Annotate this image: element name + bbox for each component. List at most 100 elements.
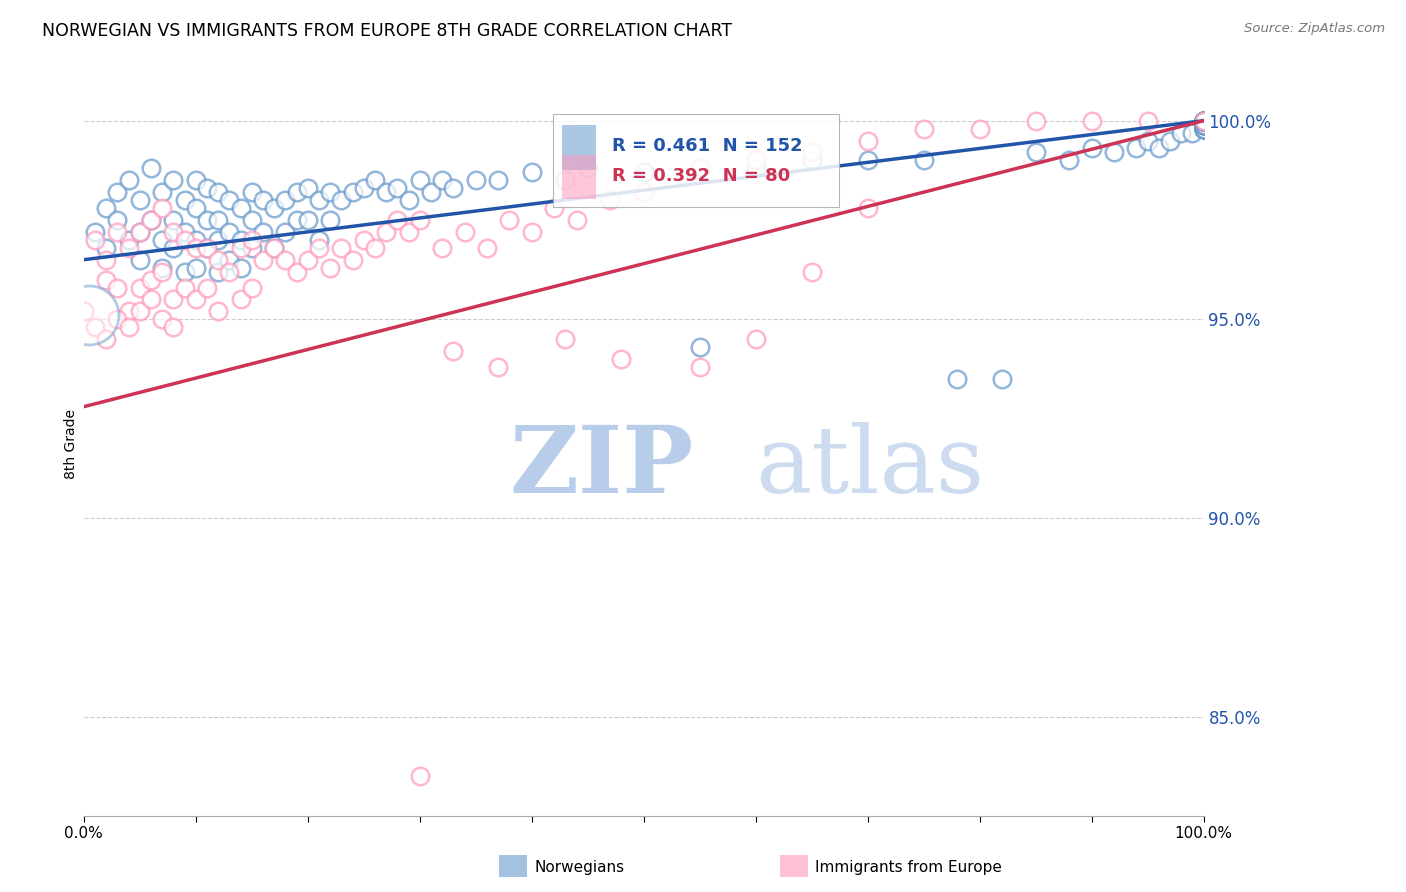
Point — [218, 252, 240, 267]
Point — [633, 165, 655, 179]
Point — [419, 185, 441, 199]
Point — [387, 181, 409, 195]
Point — [1125, 141, 1147, 155]
Point — [1192, 113, 1215, 128]
Point — [1080, 141, 1102, 155]
Point — [96, 201, 118, 215]
Point — [1192, 113, 1215, 128]
Point — [1136, 113, 1159, 128]
Point — [1192, 113, 1215, 128]
Point — [184, 201, 207, 215]
Point — [285, 265, 308, 279]
Point — [308, 233, 330, 247]
Point — [1192, 113, 1215, 128]
Point — [319, 185, 342, 199]
Point — [173, 193, 195, 207]
Point — [150, 312, 173, 326]
Point — [73, 304, 96, 318]
Point — [308, 241, 330, 255]
FancyBboxPatch shape — [553, 114, 838, 207]
Point — [800, 265, 823, 279]
Point — [1192, 118, 1215, 132]
Point — [441, 344, 464, 359]
Point — [308, 193, 330, 207]
Point — [744, 332, 766, 346]
Point — [84, 233, 107, 247]
Point — [1192, 113, 1215, 128]
Point — [430, 241, 453, 255]
Point — [1192, 113, 1215, 128]
Point — [1192, 113, 1215, 128]
Point — [1192, 113, 1215, 128]
Point — [285, 213, 308, 227]
Point — [117, 173, 139, 187]
Point — [117, 320, 139, 334]
Point — [229, 233, 252, 247]
Point — [633, 185, 655, 199]
Point — [229, 293, 252, 307]
Point — [173, 280, 195, 294]
Point — [1192, 113, 1215, 128]
Point — [1192, 113, 1215, 128]
Point — [856, 134, 879, 148]
Point — [409, 769, 432, 783]
Point — [1192, 121, 1215, 136]
Point — [252, 252, 274, 267]
Point — [84, 225, 107, 239]
Point — [1192, 113, 1215, 128]
Point — [565, 213, 588, 227]
Point — [1192, 113, 1215, 128]
Point — [128, 280, 150, 294]
Point — [969, 121, 991, 136]
Point — [1192, 118, 1215, 132]
Point — [689, 161, 711, 176]
Point — [353, 181, 375, 195]
Point — [207, 252, 229, 267]
Point — [1192, 121, 1215, 136]
Point — [409, 213, 432, 227]
Point — [96, 272, 118, 286]
Point — [128, 252, 150, 267]
Point — [689, 359, 711, 374]
Point — [150, 265, 173, 279]
Point — [184, 293, 207, 307]
Point — [1192, 118, 1215, 132]
Point — [1192, 113, 1215, 128]
Point — [162, 320, 184, 334]
Point — [1192, 113, 1215, 128]
Point — [173, 233, 195, 247]
Point — [387, 213, 409, 227]
Point — [1192, 113, 1215, 128]
Point — [207, 213, 229, 227]
Point — [128, 193, 150, 207]
Point — [1192, 118, 1215, 132]
Point — [195, 280, 218, 294]
Point — [1170, 126, 1192, 140]
Point — [96, 241, 118, 255]
Point — [105, 185, 128, 199]
Point — [554, 173, 576, 187]
Point — [1192, 113, 1215, 128]
Point — [139, 293, 162, 307]
Point — [274, 225, 297, 239]
Point — [1192, 113, 1215, 128]
Point — [96, 332, 118, 346]
Point — [599, 193, 621, 207]
Point — [1192, 113, 1215, 128]
Point — [105, 225, 128, 239]
Point — [1192, 121, 1215, 136]
Point — [1192, 118, 1215, 132]
Point — [1192, 113, 1215, 128]
Point — [398, 225, 420, 239]
Point — [207, 185, 229, 199]
Point — [744, 153, 766, 168]
Point — [543, 201, 565, 215]
Point — [520, 225, 543, 239]
Point — [162, 225, 184, 239]
Point — [195, 241, 218, 255]
Point — [1147, 141, 1170, 155]
Text: NORWEGIAN VS IMMIGRANTS FROM EUROPE 8TH GRADE CORRELATION CHART: NORWEGIAN VS IMMIGRANTS FROM EUROPE 8TH … — [42, 22, 733, 40]
Point — [240, 280, 263, 294]
Point — [84, 320, 107, 334]
Text: atlas: atlas — [755, 422, 986, 512]
